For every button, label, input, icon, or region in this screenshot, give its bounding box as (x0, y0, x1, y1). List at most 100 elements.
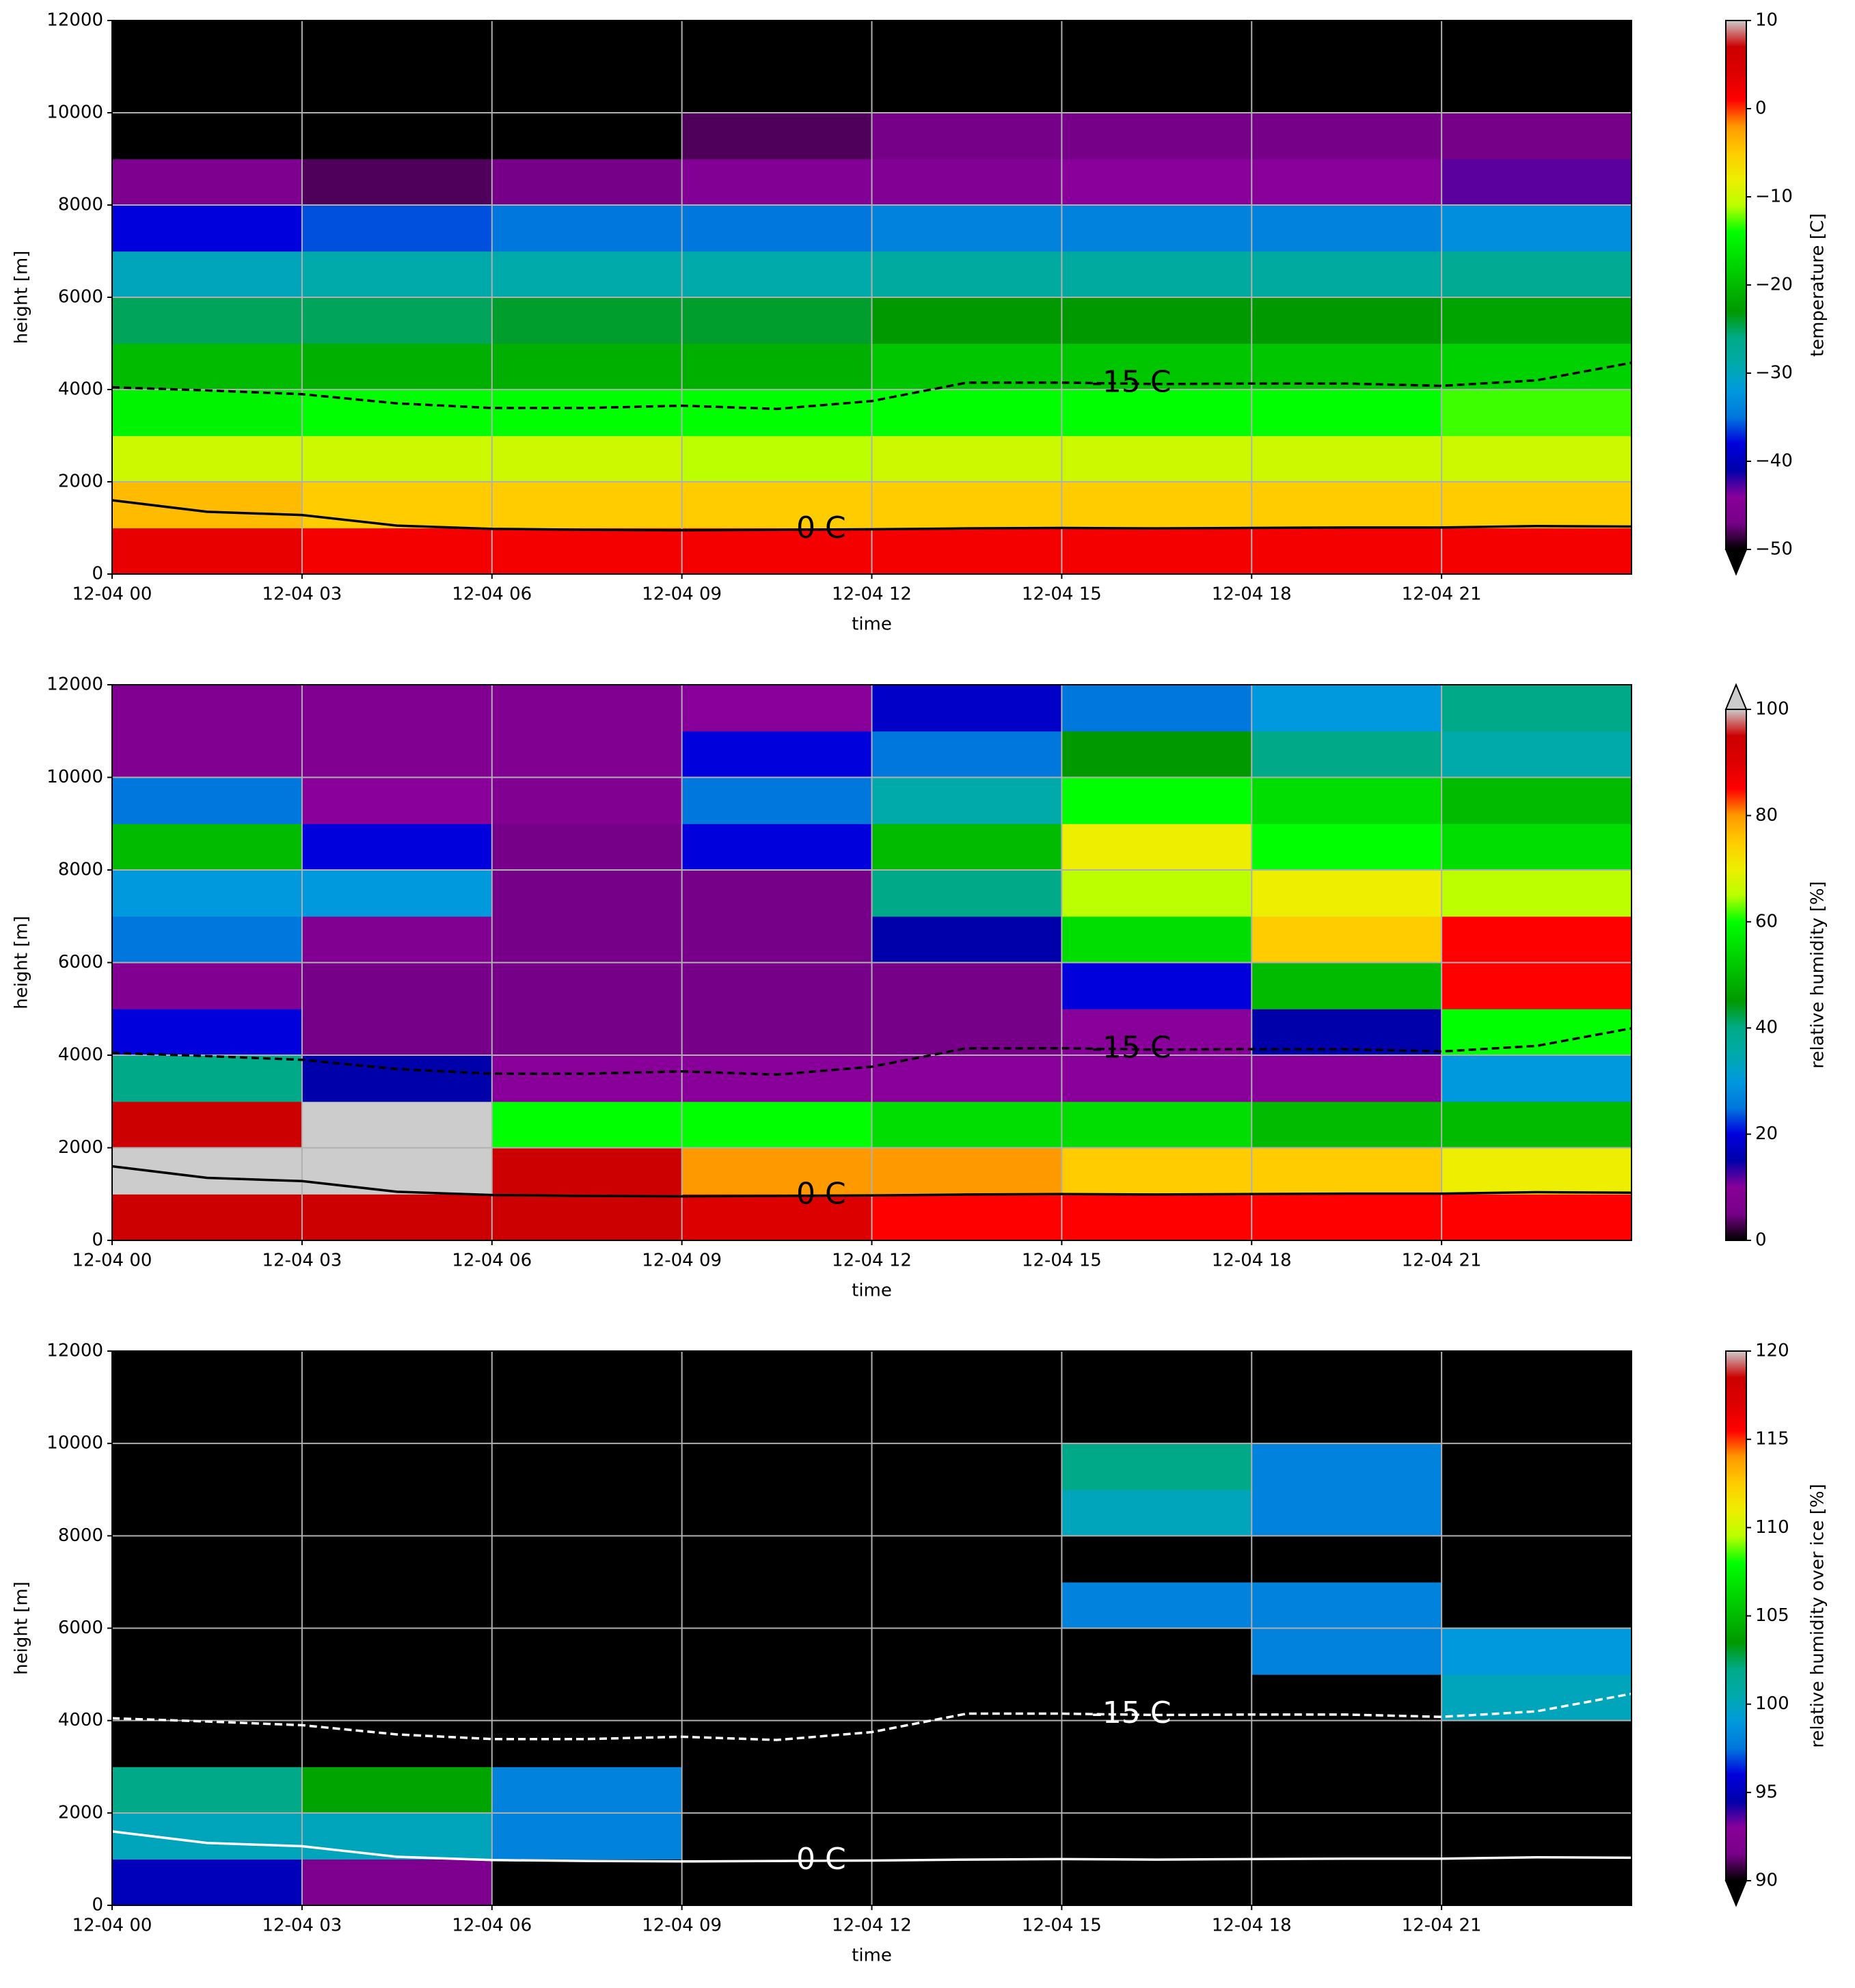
heatmap-cell (681, 1009, 873, 1056)
heatmap-cell (1441, 823, 1631, 871)
heatmap-cell (301, 343, 493, 390)
heatmap-cell (1441, 1859, 1631, 1905)
heatmap-cell (1061, 390, 1252, 437)
heatmap-cell (112, 1443, 303, 1490)
y-axis-label: height [m] (12, 251, 32, 344)
heatmap-cell (112, 113, 303, 160)
heatmap-cell (1251, 1859, 1442, 1905)
heatmap-cell (681, 1147, 873, 1195)
heatmap-cell (301, 1812, 493, 1860)
heatmap-cell (112, 251, 303, 298)
heatmap-cell (681, 1581, 873, 1629)
y-axis-label: height [m] (12, 916, 32, 1009)
heatmap-cell (871, 1812, 1062, 1860)
heatmap-cell (871, 1581, 1062, 1629)
heatmap-cell (301, 390, 493, 437)
heatmap-cell (491, 435, 683, 482)
heatmap-cell (491, 1674, 683, 1721)
x-tick-label: 12-04 18 (1212, 584, 1292, 605)
heatmap-cell (871, 1720, 1062, 1767)
x-tick-label: 12-04 15 (1022, 1251, 1102, 1271)
heatmap-cell (871, 870, 1062, 917)
colorbar-tick-label: 105 (1755, 1605, 1789, 1626)
y-tick-label: 12000 (46, 10, 103, 31)
heatmap-cell (1441, 1489, 1631, 1536)
heatmap-cell (1251, 685, 1442, 732)
heatmap-cell (491, 343, 683, 390)
colorbar-tick-label: −20 (1755, 275, 1793, 295)
heatmap-cell (301, 1397, 493, 1444)
heatmap-cell (112, 1101, 303, 1149)
y-tick-label: 6000 (58, 287, 103, 308)
y-tick-label: 2000 (58, 1802, 103, 1823)
heatmap-cell (112, 66, 303, 113)
heatmap-cell (681, 1536, 873, 1583)
heatmap-cell (681, 1812, 873, 1860)
heatmap-cell (491, 482, 683, 529)
y-tick-label: 8000 (58, 195, 103, 215)
heatmap-cell (1441, 962, 1631, 1009)
heatmap-cell (681, 66, 873, 113)
y-tick-label: 0 (92, 564, 103, 584)
heatmap-cell (871, 962, 1062, 1009)
contour-line (111, 1165, 1632, 1198)
heatmap-cell (1441, 1628, 1631, 1675)
heatmap-cell (681, 435, 873, 482)
heatmap-cell (491, 297, 683, 344)
heatmap-cell (1251, 1767, 1442, 1814)
heatmap-cell (301, 1720, 493, 1767)
heatmap-cell (871, 685, 1062, 732)
heatmap-cell (681, 159, 873, 206)
heatmap-cell (681, 685, 873, 732)
contour-line (111, 362, 1632, 411)
colorbar (1726, 21, 1746, 549)
heatmap-cell (491, 1489, 683, 1536)
heatmap-cell (681, 482, 873, 529)
y-tick-label: 12000 (46, 675, 103, 695)
heatmap-cell (871, 159, 1062, 206)
colorbar-tick-label: 120 (1755, 1341, 1789, 1361)
contour-label: 0 C (796, 1177, 846, 1212)
heatmap-cell (1061, 916, 1252, 964)
heatmap-cell (1061, 1351, 1252, 1398)
heatmap-cell (1441, 21, 1631, 68)
heatmap-cell (112, 1812, 303, 1860)
x-tick-label: 12-04 03 (262, 1916, 342, 1936)
heatmap-cell (1251, 1443, 1442, 1490)
contour-label: 0 C (796, 1842, 846, 1877)
heatmap-cell (301, 916, 493, 964)
heatmap-cell (1441, 1147, 1631, 1195)
heatmap-cell (301, 1859, 493, 1905)
heatmap-cell (1251, 1720, 1442, 1767)
heatmap-cell (301, 1351, 493, 1398)
heatmap-cell (301, 1767, 493, 1814)
x-tick-label: 12-04 12 (832, 1251, 912, 1271)
heatmap-cell (1251, 1489, 1442, 1536)
heatmap-cell (1441, 685, 1631, 732)
heatmap-cell (681, 343, 873, 390)
heatmap-cell (871, 1628, 1062, 1675)
heatmap-cell (681, 916, 873, 964)
heatmap-cell (1061, 1720, 1252, 1767)
x-tick-label: 12-04 00 (72, 1916, 152, 1936)
heatmap-cell (1251, 1351, 1442, 1398)
heatmap-cell (1441, 1812, 1631, 1860)
heatmap-cell (1061, 482, 1252, 529)
heatmap-cell (1251, 916, 1442, 964)
heatmap-cell (301, 159, 493, 206)
heatmap-cell (1441, 297, 1631, 344)
heatmap-cell (1441, 1536, 1631, 1583)
heatmap-cell (1251, 251, 1442, 298)
heatmap-cell (301, 1101, 493, 1149)
heatmap-cell (1061, 1147, 1252, 1195)
heatmap-cell (1251, 870, 1442, 917)
heatmap-cell (1251, 1397, 1442, 1444)
heatmap-cell (1441, 916, 1631, 964)
x-tick-label: 12-04 09 (642, 1916, 722, 1936)
heatmap-cell (112, 1147, 303, 1195)
heatmap-cell (301, 823, 493, 871)
x-tick-label: 12-04 03 (262, 1251, 342, 1271)
colorbar-label: temperature [C] (1808, 213, 1828, 357)
heatmap-cell (112, 1397, 303, 1444)
colorbar (1726, 1351, 1746, 1881)
